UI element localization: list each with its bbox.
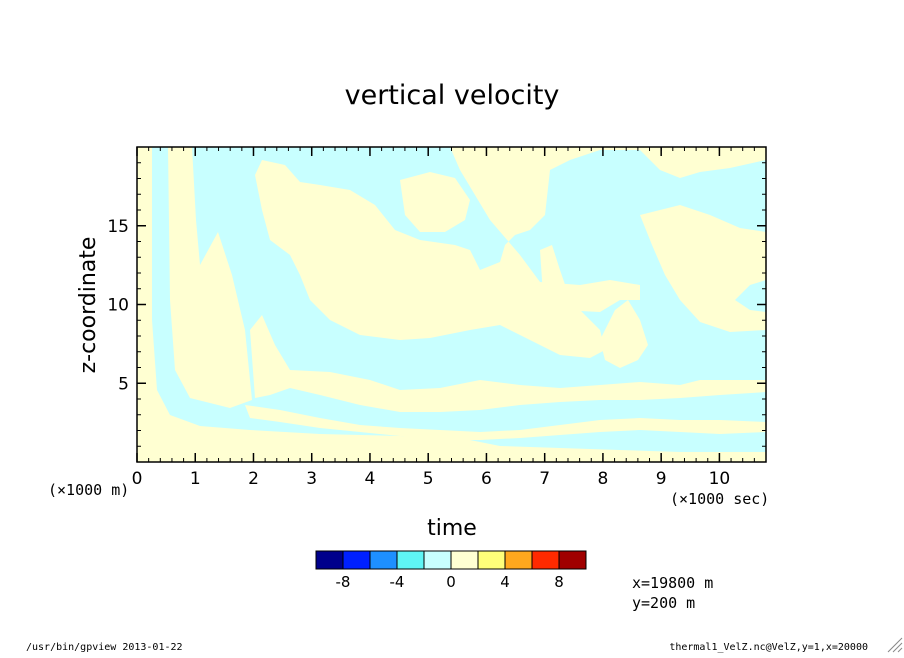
x-tick-label: 5: [423, 469, 434, 489]
x-tick-label: 6: [481, 469, 492, 489]
colorbar-swatch: [531, 550, 560, 570]
colorbar-swatch: [477, 550, 506, 570]
y-tick-label: 10: [107, 296, 129, 316]
footer-right: thermal1_VelZ.nc@VelZ,y=1,x=20000: [669, 642, 868, 653]
positive-region: [222, 147, 766, 358]
x-tick-label: 1: [190, 469, 201, 489]
colorbar: -8 -4 0 4 8: [315, 550, 587, 591]
positive-region: [400, 172, 470, 232]
positive-region: [137, 147, 766, 462]
x-tick-label: 0: [132, 469, 143, 489]
colorbar-swatch: [342, 550, 371, 570]
y-axis: 5 10 15: [107, 162, 766, 447]
x-unit-note: (×1000 sec): [670, 490, 769, 508]
x-tick-label: 3: [306, 469, 317, 489]
positive-region: [600, 300, 648, 368]
colorbar-swatch: [558, 550, 587, 570]
colorbar-tick-label: -4: [390, 573, 405, 591]
colorbar-tick-label: -8: [336, 573, 351, 591]
y-unit-note: (×1000 m): [48, 481, 129, 499]
x-tick-label: 8: [598, 469, 609, 489]
positive-region: [245, 405, 766, 440]
chart-title: vertical velocity: [345, 80, 560, 111]
colorbar-swatch: [396, 550, 425, 570]
colorbar-swatch: [504, 550, 533, 570]
plot-area: [137, 147, 766, 462]
footer-left: /usr/bin/gpview 2013-01-22: [26, 642, 183, 653]
resize-grip-icon[interactable]: [887, 637, 903, 653]
positive-region: [168, 147, 252, 408]
info-y: y=200 m: [632, 594, 695, 612]
colorbar-tick-label: 0: [446, 573, 456, 591]
x-tick-label: 4: [365, 469, 376, 489]
colorbar-tick-label: 4: [500, 573, 510, 591]
colorbar-swatch: [450, 550, 479, 570]
x-axis-label: time: [427, 516, 477, 541]
positive-region: [540, 245, 575, 345]
x-tick-label: 9: [656, 469, 667, 489]
x-tick-label: 2: [248, 469, 259, 489]
field-positive-regions: [137, 147, 766, 462]
colorbar-swatch: [369, 550, 398, 570]
x-tick-label: 10: [709, 469, 731, 489]
y-tick-label: 15: [107, 217, 129, 237]
x-tick-label: 7: [539, 469, 550, 489]
colorbar-swatch: [315, 550, 344, 570]
positive-region: [250, 315, 766, 412]
y-tick-label: 5: [118, 374, 129, 394]
x-axis: 0 1 2 3 4 5 6 7 8 9 10: [132, 147, 767, 489]
positive-region: [640, 205, 766, 332]
y-axis-label: z-coordinate: [76, 237, 101, 374]
info-x: x=19800 m: [632, 574, 713, 592]
colorbar-tick-label: 8: [554, 573, 564, 591]
colorbar-swatch: [423, 550, 452, 570]
